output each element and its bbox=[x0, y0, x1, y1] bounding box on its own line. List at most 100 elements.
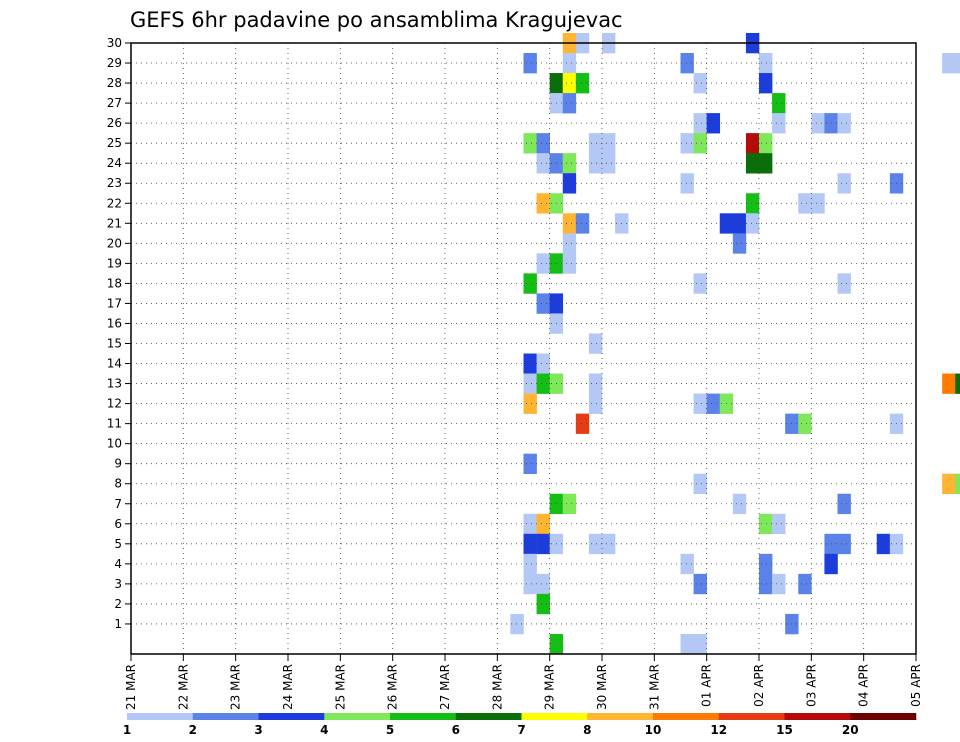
heatmap-cell bbox=[523, 393, 537, 414]
x-tick-label: 28 MAR bbox=[490, 664, 504, 710]
heatmap-cell bbox=[745, 133, 760, 154]
heatmap-cell bbox=[706, 393, 721, 414]
colorbar-label: 4 bbox=[320, 723, 328, 737]
plot-frame bbox=[130, 42, 917, 655]
y-tick-label: 22 bbox=[107, 196, 122, 210]
heatmap-cell bbox=[876, 533, 891, 555]
colorbar-label: 1 bbox=[123, 723, 131, 737]
heatmap-cell bbox=[562, 53, 577, 74]
heatmap-cell bbox=[523, 273, 537, 294]
heatmap-cell bbox=[536, 373, 550, 394]
heatmap-cell bbox=[575, 213, 590, 234]
heatmap-cell bbox=[562, 173, 577, 194]
heatmap-cell bbox=[942, 53, 956, 74]
y-tick-label: 13 bbox=[107, 377, 122, 391]
heatmap-cell bbox=[680, 53, 694, 74]
colorbar-swatch bbox=[653, 713, 720, 720]
y-tick-label: 30 bbox=[107, 36, 122, 50]
heatmap-cell bbox=[745, 153, 760, 174]
heatmap-cell bbox=[732, 233, 747, 254]
y-tick-label: 6 bbox=[114, 517, 122, 531]
heatmap-cell bbox=[759, 133, 773, 154]
heatmap-cell bbox=[602, 133, 616, 154]
x-tick-label: 30 MAR bbox=[595, 664, 609, 710]
colorbar-swatch bbox=[192, 713, 259, 720]
colorbar-swatch bbox=[784, 713, 851, 720]
x-tick-label: 24 MAR bbox=[281, 664, 295, 710]
heatmap-cell bbox=[536, 153, 550, 174]
colorbar-swatch bbox=[455, 713, 522, 720]
y-tick-label: 26 bbox=[107, 116, 122, 130]
heatmap-cell bbox=[759, 153, 773, 174]
x-tick-label: 27 MAR bbox=[438, 664, 452, 710]
heatmap-cell bbox=[759, 73, 773, 94]
colorbar-swatch bbox=[718, 713, 785, 720]
heatmap-cell bbox=[693, 473, 707, 495]
y-tick-label: 17 bbox=[107, 296, 122, 310]
heatmap-cell bbox=[837, 533, 851, 555]
heatmap-cell bbox=[732, 213, 747, 234]
heatmap-cell bbox=[588, 393, 603, 414]
heatmap-cell bbox=[955, 53, 960, 74]
heatmap-cell bbox=[693, 73, 707, 94]
heatmap-cell bbox=[575, 73, 590, 94]
x-tick-label: 31 MAR bbox=[647, 664, 661, 710]
y-tick-label: 14 bbox=[107, 357, 122, 371]
heatmap-cell bbox=[562, 493, 577, 515]
y-tick-label: 11 bbox=[107, 417, 122, 431]
y-tick-label: 15 bbox=[107, 336, 122, 350]
x-axis: 21 MAR 22 MAR 23 MAR 24 MAR 25 MAR 26 MAR 27 M… bbox=[124, 654, 923, 710]
heatmap-cell bbox=[732, 493, 747, 515]
colorbar-label: 12 bbox=[710, 723, 727, 737]
heatmap-cell bbox=[523, 453, 537, 474]
colorbar-swatch bbox=[324, 713, 391, 720]
colorbar-label: 8 bbox=[583, 723, 591, 737]
heatmap-cell bbox=[745, 193, 760, 214]
heatmap-cell bbox=[955, 473, 960, 495]
colorbar-label: 5 bbox=[386, 723, 394, 737]
y-tick-label: 27 bbox=[107, 96, 122, 110]
heatmap-cell bbox=[536, 513, 550, 535]
heatmap-cell bbox=[588, 133, 603, 154]
heatmap-cell bbox=[562, 93, 577, 114]
heatmap-cell bbox=[798, 573, 812, 595]
y-tick-label: 4 bbox=[114, 557, 122, 571]
x-tick-label: 23 MAR bbox=[229, 664, 243, 710]
heatmap-cell bbox=[759, 513, 773, 535]
heatmap-cell bbox=[759, 573, 773, 595]
heatmap-cell bbox=[562, 73, 577, 94]
x-tick-label: 26 MAR bbox=[386, 664, 400, 710]
heatmap-cell bbox=[837, 493, 851, 515]
heatmap-cell bbox=[772, 113, 786, 134]
heatmap-cell bbox=[510, 613, 524, 635]
colorbar-legend: 1 2 3 4 5 6 7 8 10 12 15 20 bbox=[123, 713, 917, 737]
y-axis: 1234567891011121314151617181920212223242… bbox=[107, 36, 131, 631]
y-tick-label: 3 bbox=[114, 577, 122, 591]
y-tick-label: 12 bbox=[107, 397, 122, 411]
heatmap-cell bbox=[772, 573, 786, 595]
grid-lines bbox=[131, 42, 916, 654]
x-tick-label: 21 MAR bbox=[124, 664, 138, 710]
heatmap-cell bbox=[562, 213, 577, 234]
y-tick-label: 25 bbox=[107, 136, 122, 150]
colorbar-label: 20 bbox=[842, 723, 859, 737]
colorbar-label: 10 bbox=[645, 723, 662, 737]
heatmap-cell bbox=[680, 553, 694, 575]
heatmap-cell bbox=[562, 233, 577, 254]
heatmap-cell bbox=[536, 253, 550, 274]
heatmap-cell bbox=[837, 113, 851, 134]
y-tick-label: 7 bbox=[114, 497, 122, 511]
heatmap-cell bbox=[588, 373, 603, 394]
x-tick-label: 29 MAR bbox=[543, 664, 557, 710]
heatmap-cell bbox=[523, 513, 537, 535]
heatmap-cell bbox=[536, 193, 550, 214]
heatmap-cell bbox=[693, 133, 707, 154]
colorbar-label: 7 bbox=[517, 723, 525, 737]
colorbar-swatch bbox=[587, 713, 654, 720]
heatmap-cell bbox=[575, 413, 590, 434]
y-tick-label: 10 bbox=[107, 437, 122, 451]
colorbar-label: 2 bbox=[189, 723, 197, 737]
heatmap-cell bbox=[955, 373, 960, 394]
heatmap-cell bbox=[602, 153, 616, 174]
heatmap-cell bbox=[588, 333, 603, 354]
